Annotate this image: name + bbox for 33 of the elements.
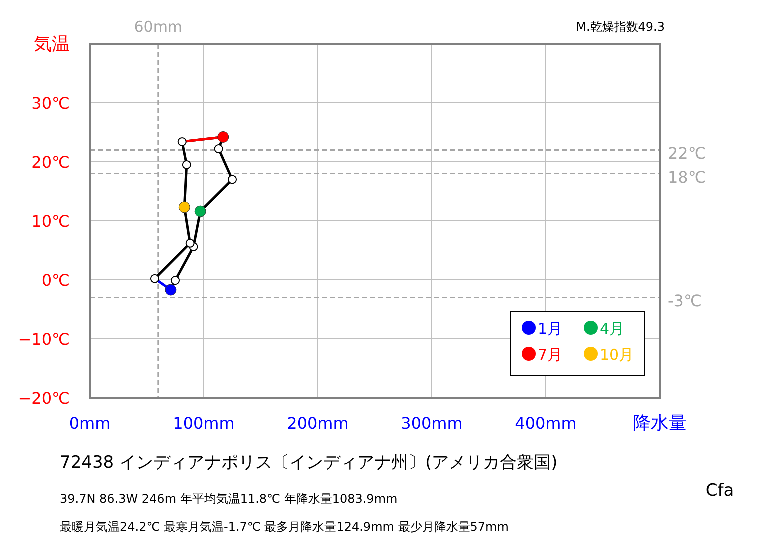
- x-tick-label: 200mm: [287, 414, 349, 433]
- x-tick-label: 400mm: [515, 414, 577, 433]
- point: [228, 175, 237, 184]
- point: [171, 276, 180, 286]
- x-tick-label: 0mm: [69, 414, 111, 433]
- point: [186, 238, 195, 248]
- text: M.乾燥指数49.3: [576, 20, 665, 34]
- ref-line-label: 60mm: [134, 18, 183, 36]
- y-tick-label: 20℃: [32, 153, 70, 172]
- ref-line-label: -3℃: [668, 292, 702, 311]
- x-tick-label: 100mm: [173, 414, 235, 433]
- point: [178, 137, 187, 146]
- legend-label: 4月: [600, 320, 625, 338]
- y-axis-title: 気温: [34, 34, 70, 55]
- ref-line-label: 22℃: [668, 144, 706, 164]
- legend-label: 1月: [538, 320, 563, 338]
- text: 最暖月気温24.2℃ 最寒月気温-1.7℃ 最多月降水量124.9mm 最少月降水量57mm: [60, 520, 509, 534]
- legend-label: 7月: [538, 346, 563, 364]
- point: [150, 274, 160, 284]
- y-tick-label: 0℃: [42, 271, 70, 290]
- y-tick-label: 10℃: [32, 212, 70, 231]
- text: 39.7N 86.3W 246m 年平均気温11.8℃ 年降水量1083.9mm: [60, 492, 398, 506]
- y-tick-label: −20℃: [18, 389, 70, 408]
- point: [182, 160, 192, 170]
- y-tick-label: −10℃: [18, 330, 70, 349]
- legend-label: 10月: [600, 346, 634, 364]
- point: [214, 144, 224, 154]
- y-tick-label: 30℃: [32, 94, 70, 113]
- text: 72438 インディアナポリス〔インディアナ州〕(アメリカ合衆国): [60, 453, 558, 473]
- ref-line-label: 18℃: [668, 168, 706, 187]
- text: Cfa: [706, 481, 734, 501]
- x-tick-label: 300mm: [401, 414, 463, 433]
- x-axis-title: 降水量: [633, 413, 687, 434]
